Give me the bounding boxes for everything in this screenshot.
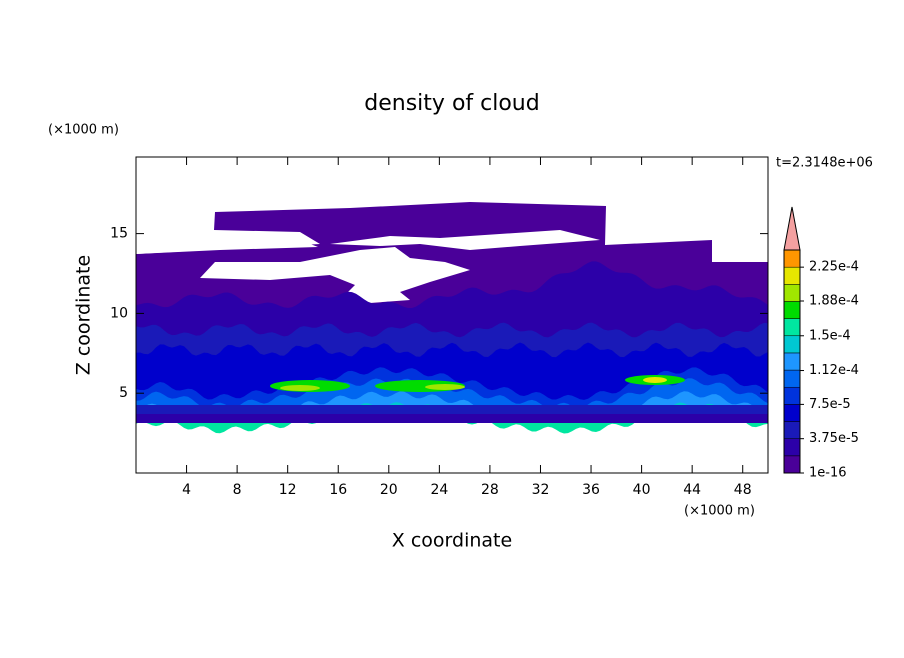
- colorbar-band: [783, 352, 801, 371]
- plot-frame: [135, 156, 769, 474]
- contour-region: [280, 385, 320, 391]
- x-tick-label: 40: [633, 482, 651, 498]
- colorbar-extend: [783, 206, 801, 251]
- colorbar-band: [783, 335, 801, 354]
- colorbar-band: [783, 284, 801, 302]
- x-tick-label: 28: [481, 482, 499, 498]
- colorbar-frame: [783, 249, 801, 474]
- colorbar-band: [783, 455, 801, 474]
- contour-region: [425, 384, 465, 390]
- chart-title: density of cloud: [364, 91, 539, 116]
- colorbar-band: [783, 301, 801, 319]
- x-tick-label: 20: [380, 482, 398, 498]
- x-tick-label: 16: [329, 482, 347, 498]
- colorbar-tick-label: 1e-16: [809, 466, 847, 481]
- contour-region: [136, 378, 768, 410]
- y-axis-label: Z coordinate: [73, 255, 95, 375]
- y-unit: (×1000 m): [48, 123, 119, 138]
- colorbar-tick-label: 2.25e-4: [809, 260, 859, 275]
- colorbar-band: [783, 386, 801, 405]
- contour-region: [643, 377, 667, 383]
- colorbar-tick-label: 3.75e-5: [809, 431, 859, 446]
- colorbar-band: [783, 404, 801, 422]
- x-tick-label: 36: [582, 482, 600, 498]
- contour-region: [136, 232, 318, 254]
- x-tick-label: 4: [182, 482, 191, 498]
- colorbar-band: [783, 318, 801, 337]
- time-label: t=2.3148e+06: [776, 156, 873, 171]
- contour-region: [330, 230, 600, 250]
- x-tick-label: 24: [430, 482, 448, 498]
- y-tick-label: 15: [110, 226, 128, 242]
- colorbar-tick-label: 1.12e-4: [809, 363, 859, 378]
- colorbar-band: [783, 249, 801, 268]
- contour-field: [136, 202, 768, 434]
- colorbar-band: [783, 421, 801, 439]
- colorbar-tick-label: 7.5e-5: [809, 397, 851, 412]
- x-axis-label: X coordinate: [392, 530, 512, 552]
- x-tick-label: 48: [734, 482, 752, 498]
- x-tick-label: 8: [233, 482, 242, 498]
- y-tick-label: 10: [110, 305, 128, 321]
- colorbar-band: [783, 438, 801, 457]
- colorbar-tick-label: 1.5e-4: [809, 328, 851, 343]
- colorbar-band: [783, 266, 801, 285]
- colorbar-tick-label: 1.88e-4: [809, 294, 859, 309]
- x-tick-label: 32: [532, 482, 550, 498]
- contour-region: [200, 247, 470, 303]
- colorbar-band: [783, 369, 801, 388]
- x-tick-label: 12: [279, 482, 297, 498]
- x-unit: (×1000 m): [684, 504, 755, 519]
- contour-region: [136, 414, 768, 423]
- x-tick-label: 44: [683, 482, 701, 498]
- y-tick-label: 5: [119, 385, 128, 401]
